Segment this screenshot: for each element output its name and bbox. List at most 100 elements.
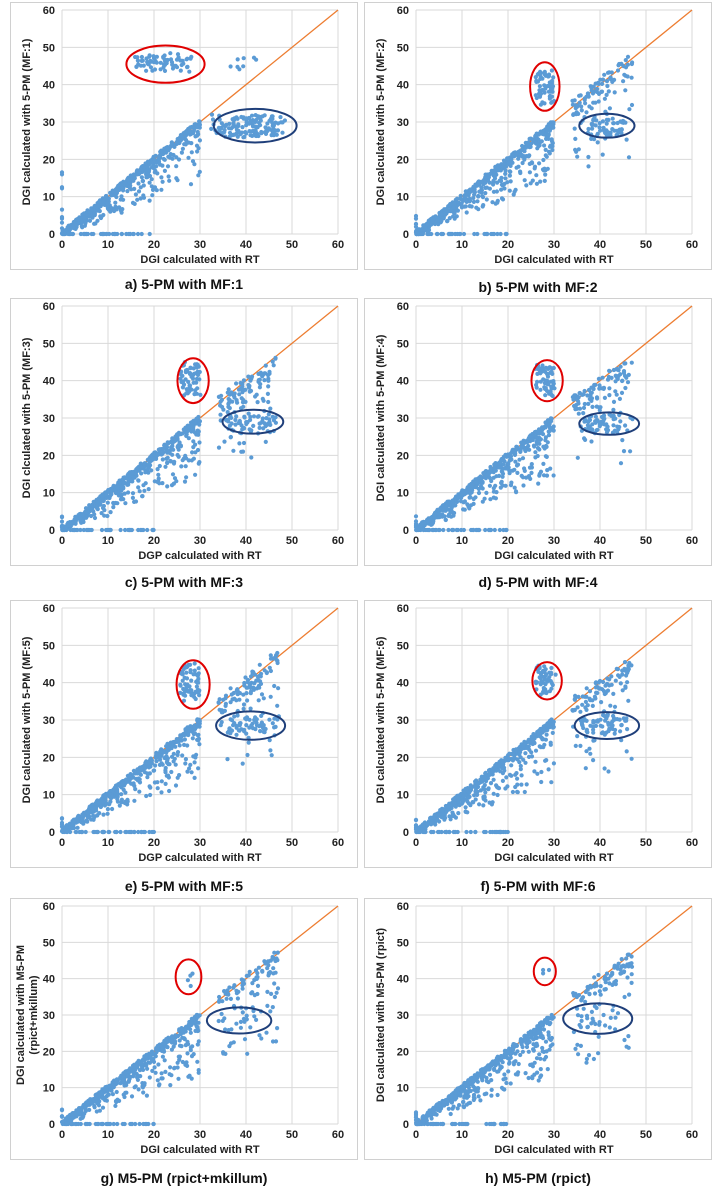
data-point (527, 153, 532, 158)
data-point (477, 527, 482, 533)
data-point (64, 829, 69, 835)
data-point (128, 470, 133, 475)
data-point (472, 231, 477, 237)
data-point (609, 70, 614, 75)
data-point (442, 514, 447, 519)
data-point (473, 797, 478, 802)
data-point (629, 75, 634, 80)
y-tick-label: 0 (49, 525, 55, 537)
data-point (518, 767, 523, 772)
x-tick-label: 40 (240, 535, 252, 547)
data-point (550, 141, 555, 146)
data-point (626, 155, 632, 160)
data-point (588, 751, 593, 756)
data-point (196, 724, 201, 729)
data-point (430, 520, 435, 526)
data-point (175, 452, 180, 458)
data-point (591, 758, 596, 763)
data-point (514, 151, 519, 156)
data-point (482, 787, 487, 792)
data-point (575, 455, 580, 460)
data-point (582, 401, 587, 407)
data-point (496, 786, 502, 791)
data-point (178, 735, 183, 740)
data-point (226, 387, 231, 392)
data-point (549, 68, 554, 73)
data-point (115, 501, 120, 506)
data-point (113, 490, 118, 496)
data-point (426, 228, 432, 233)
data-point (507, 173, 512, 178)
data-point (629, 102, 635, 108)
data-point (611, 713, 616, 719)
data-point (483, 185, 488, 190)
data-point (429, 821, 434, 826)
data-point (197, 422, 202, 427)
data-point (266, 384, 271, 389)
data-point (151, 527, 156, 533)
data-point (542, 101, 547, 106)
data-point (436, 511, 441, 516)
data-point (623, 684, 628, 689)
data-point (236, 728, 241, 733)
data-point (131, 231, 136, 237)
data-point (241, 64, 246, 69)
data-point (266, 399, 271, 405)
data-point (589, 88, 594, 93)
data-point (256, 414, 261, 419)
data-point (187, 766, 192, 771)
data-point (265, 121, 270, 126)
data-point (541, 690, 546, 695)
data-point (520, 475, 526, 480)
x-axis-label: DGI calculated with RT (140, 1144, 259, 1156)
x-tick-label: 40 (240, 837, 252, 849)
y-tick-label: 30 (43, 413, 55, 425)
data-point (469, 785, 474, 791)
data-point (465, 502, 470, 507)
data-point (535, 446, 541, 451)
data-point (514, 490, 519, 495)
data-point (488, 781, 494, 786)
data-point (413, 224, 419, 229)
y-axis-label: DGI calculated with 5-PM (MF:6) (375, 636, 387, 803)
data-point (533, 93, 538, 98)
data-point (490, 200, 495, 205)
data-point (248, 414, 253, 419)
data-point (189, 678, 194, 683)
data-point (578, 709, 583, 714)
data-point (513, 459, 518, 464)
data-point (521, 483, 526, 488)
y-axis-label: DGI calculated with 5-PM (MF:5) (21, 636, 33, 803)
data-point (445, 218, 450, 224)
data-point (254, 57, 259, 62)
data-point (258, 370, 263, 375)
data-point (515, 446, 520, 451)
data-point (548, 370, 553, 375)
x-axis-label: DGI calculated with RT (494, 852, 613, 864)
data-point (612, 90, 617, 95)
data-point (97, 199, 102, 204)
data-point (99, 527, 105, 533)
caption-d: d) 5-PM with MF:4 (478, 574, 598, 590)
data-point (147, 231, 152, 237)
data-point (249, 455, 254, 460)
data-point (169, 60, 175, 65)
data-point (584, 749, 589, 754)
data-point (137, 780, 143, 785)
data-point (59, 822, 65, 827)
data-point (426, 518, 431, 523)
y-tick-label: 0 (403, 229, 409, 241)
data-point (248, 685, 253, 690)
data-point (178, 682, 183, 687)
data-point (585, 423, 590, 428)
data-point (451, 205, 456, 210)
data-point (160, 457, 165, 462)
data-point (532, 444, 537, 449)
data-point (103, 490, 108, 495)
data-point (99, 511, 104, 516)
data-point (594, 690, 599, 695)
data-point (539, 769, 544, 775)
data-point (59, 514, 65, 519)
data-point (189, 54, 194, 60)
data-point (503, 755, 508, 760)
